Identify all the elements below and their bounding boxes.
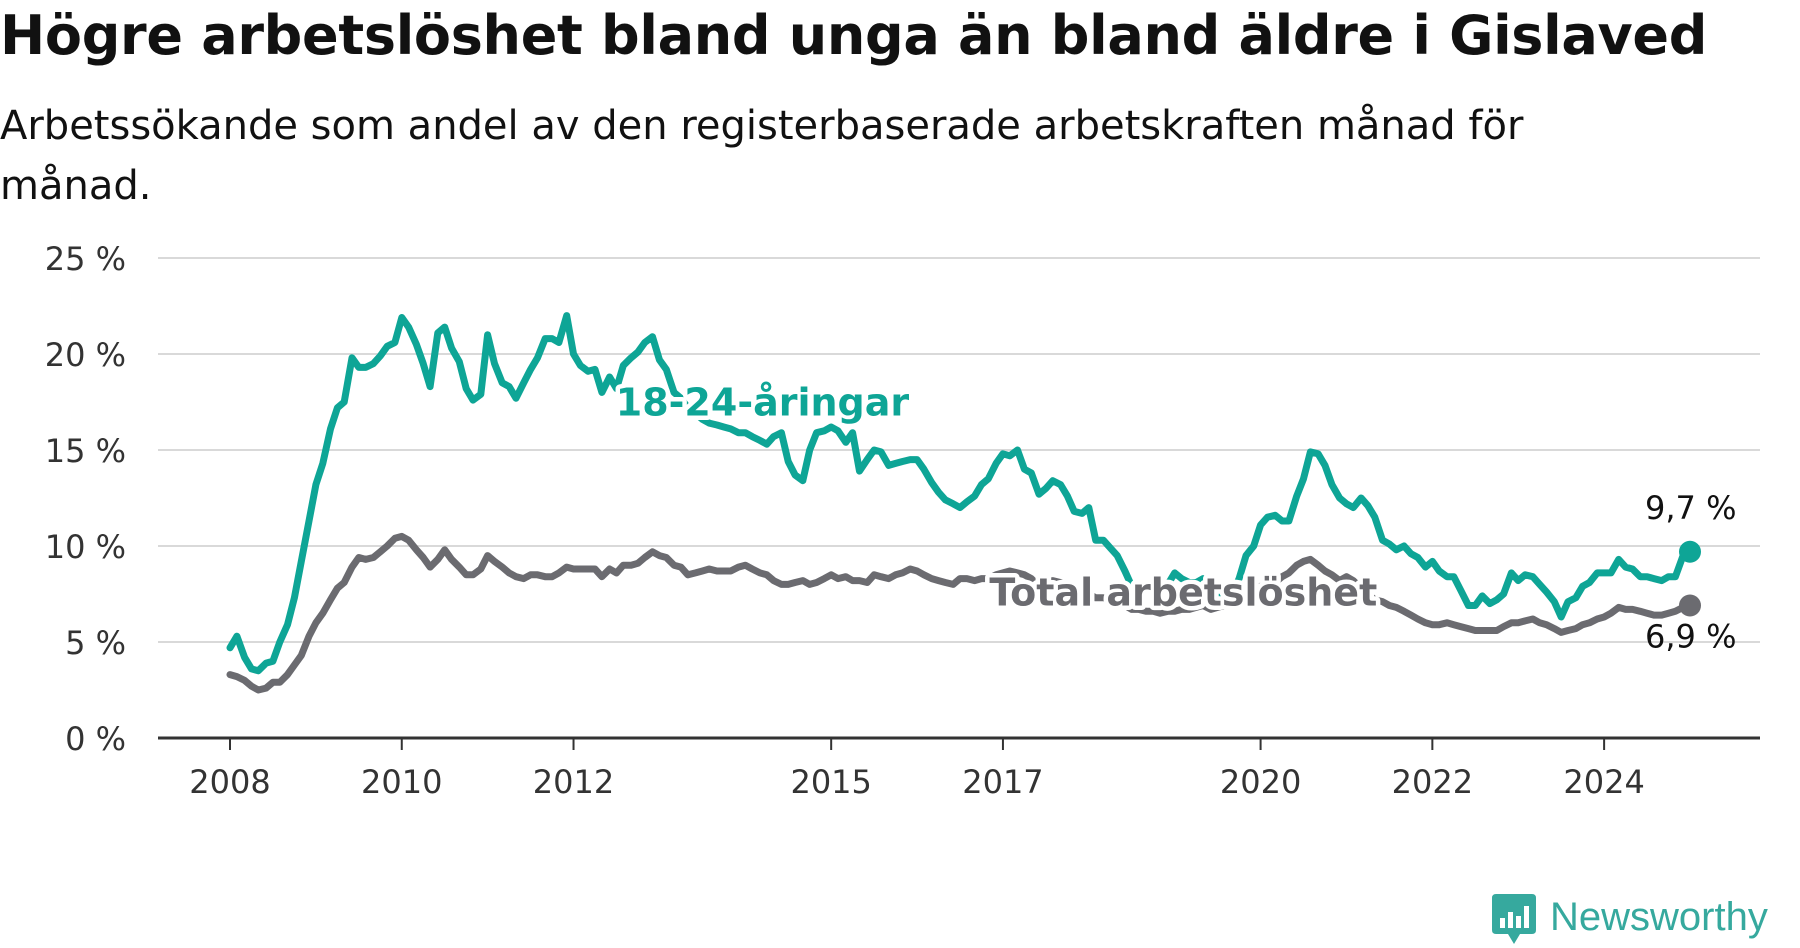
x-tick-label: 2015 xyxy=(790,763,871,801)
x-tick-label: 2022 xyxy=(1392,763,1473,801)
series-labels: 9,7 % 18-24-åringar 6,9 % Total arbetslöshe… xyxy=(611,376,1736,656)
series-end-point xyxy=(1679,540,1701,563)
x-tick-label: 2008 xyxy=(189,763,270,801)
newsworthy-logo-icon xyxy=(1492,894,1536,944)
chart-title: Högre arbetslöshet bland unga än bland ä… xyxy=(0,4,1708,67)
series-name-label: Total arbetslöshet xyxy=(989,571,1377,615)
x-axis-tick-labels: 2008 2010 2012 2015 2017 2020 2022 2024 xyxy=(189,738,1645,801)
x-tick-label: 2012 xyxy=(533,763,614,801)
x-tick-label: 2020 xyxy=(1220,763,1301,801)
y-tick-label: 10 % xyxy=(45,528,126,566)
chart-subtitle: Arbetssökande som andel av den registerb… xyxy=(0,103,1524,209)
series-line-total xyxy=(226,532,1694,694)
series-line-young xyxy=(226,312,1694,675)
newsworthy-logo: Newsworthy xyxy=(1490,886,1768,948)
series-end-label: 6,9 % xyxy=(1645,618,1736,656)
x-tick-label: 2010 xyxy=(361,763,442,801)
y-tick-label: 15 % xyxy=(45,432,126,470)
y-tick-label: 5 % xyxy=(65,624,126,662)
y-tick-label: 20 % xyxy=(45,336,126,374)
y-tick-label: 25 % xyxy=(45,240,126,278)
series-end-point xyxy=(1679,594,1701,617)
y-tick-label: 0 % xyxy=(65,720,126,758)
brand-name: Newsworthy xyxy=(1550,894,1768,939)
x-tick-label: 2017 xyxy=(962,763,1043,801)
data-series xyxy=(226,312,1701,694)
y-axis-tick-labels: 0 % 5 % 10 % 15 % 20 % 25 % xyxy=(45,240,126,758)
series-end-label: 9,7 % xyxy=(1645,489,1736,527)
gridlines xyxy=(158,257,1760,643)
x-tick-label: 2024 xyxy=(1563,763,1644,801)
series-name-label: 18-24-åringar xyxy=(616,380,910,424)
